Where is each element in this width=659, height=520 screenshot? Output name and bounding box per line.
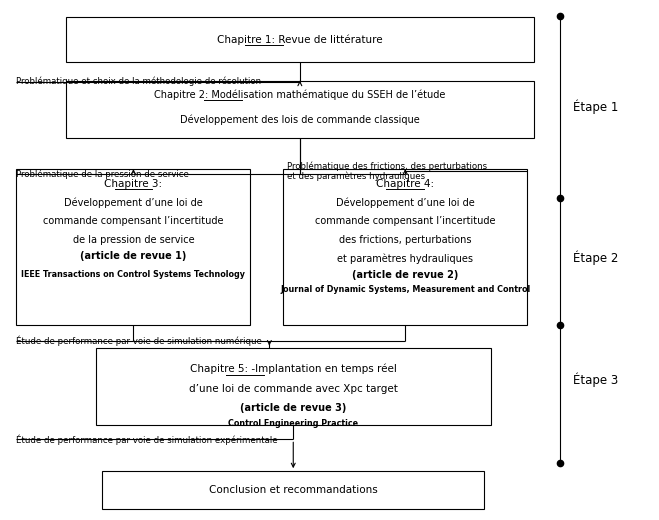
Text: Développement des lois de commande classique: Développement des lois de commande class… (180, 114, 420, 125)
Text: Chapitre 1: Revue de littérature: Chapitre 1: Revue de littérature (217, 34, 383, 45)
Text: Étape 2: Étape 2 (573, 250, 619, 265)
Bar (96, 348, 491, 425)
Text: Chapitre 2: Modélisation mathématique du SSEH de l’étude: Chapitre 2: Modélisation mathématique du… (154, 89, 445, 100)
Bar (283, 169, 527, 325)
Text: Étape 3: Étape 3 (573, 372, 619, 387)
Text: Étude de performance par voie de simulation expérimentale: Étude de performance par voie de simulat… (16, 434, 278, 445)
Text: Problématique des frictions, des perturbations: Problématique des frictions, des perturb… (287, 162, 487, 171)
Text: Conclusion et recommandations: Conclusion et recommandations (209, 485, 378, 495)
Text: des frictions, perturbations: des frictions, perturbations (339, 235, 472, 245)
Text: Control Engineering Practice: Control Engineering Practice (228, 419, 358, 428)
Text: d’une loi de commande avec Xpc target: d’une loi de commande avec Xpc target (189, 384, 397, 394)
Bar (66, 81, 534, 138)
Text: commande compensant l’incertitude: commande compensant l’incertitude (43, 216, 223, 226)
Text: et paramètres hydrauliques: et paramètres hydrauliques (337, 253, 473, 264)
Bar (66, 17, 534, 62)
Text: Développement d’une loi de: Développement d’une loi de (64, 197, 203, 207)
Bar (16, 169, 250, 325)
Text: (article de revue 1): (article de revue 1) (80, 251, 186, 262)
Text: (article de revue 2): (article de revue 2) (352, 270, 459, 280)
Text: et des paramètres hydrauliques: et des paramètres hydrauliques (287, 172, 425, 181)
Text: IEEE Transactions on Control Systems Technology: IEEE Transactions on Control Systems Tec… (22, 269, 245, 279)
Text: Problématique de la pression de service: Problématique de la pression de service (16, 170, 189, 179)
Text: (article de revue 3): (article de revue 3) (240, 403, 347, 413)
Text: de la pression de service: de la pression de service (72, 235, 194, 245)
Text: Chapitre 5: -Implantation en temps réel: Chapitre 5: -Implantation en temps réel (190, 364, 397, 374)
Text: Chapitre 3:: Chapitre 3: (104, 178, 163, 189)
Text: Développement d’une loi de: Développement d’une loi de (336, 197, 474, 207)
Text: Étude de performance par voie de simulation numérique: Étude de performance par voie de simulat… (16, 335, 262, 346)
Text: commande compensant l’incertitude: commande compensant l’incertitude (315, 216, 496, 226)
Text: Problématique et choix de la méthodologie de résolution: Problématique et choix de la méthodologi… (16, 77, 262, 86)
Bar (102, 471, 484, 509)
Text: Journal of Dynamic Systems, Measurement and Control: Journal of Dynamic Systems, Measurement … (280, 285, 530, 294)
Text: Chapitre 4:: Chapitre 4: (376, 178, 434, 189)
Text: Étape 1: Étape 1 (573, 99, 619, 114)
